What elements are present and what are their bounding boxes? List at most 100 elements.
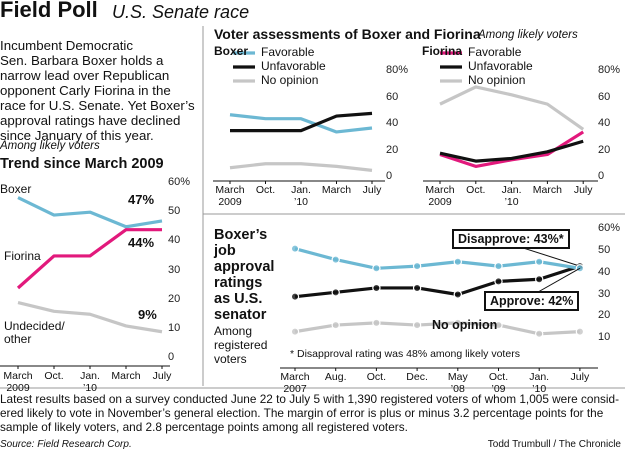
y-tick-label: 0 <box>386 170 393 182</box>
point <box>575 327 585 336</box>
point <box>331 320 340 330</box>
y-tick-label: 80% <box>598 64 621 76</box>
y-tick-label: 0 <box>598 170 605 182</box>
y-tick-label: 60% <box>598 222 621 234</box>
legend-label: No opinion <box>261 73 319 87</box>
y-tick-label: 10 <box>168 321 181 334</box>
x-tick-label: Oct. <box>466 184 486 196</box>
y-tick-label: 60% <box>168 176 191 188</box>
x-tick-label: Jan. ’10 <box>501 184 522 209</box>
x-tick-label: March <box>111 370 141 382</box>
y-tick-label: 40 <box>598 265 611 278</box>
chart-subtitle: Among likely voters <box>0 140 100 152</box>
x-tick-label: March 2009 <box>3 370 33 395</box>
x-tick-label: Oct. ’09 <box>488 371 509 396</box>
x-tick-label: March 2009 <box>215 184 245 209</box>
point <box>331 288 340 297</box>
point <box>412 320 422 330</box>
y-tick-label: 60 <box>386 90 399 103</box>
line-series <box>229 162 373 172</box>
point <box>331 255 340 264</box>
point <box>535 329 544 338</box>
point <box>453 257 462 266</box>
point <box>494 320 503 330</box>
x-tick-label: May ’08 <box>447 371 468 396</box>
y-tick-label: 50 <box>598 243 611 256</box>
line-series <box>294 264 581 299</box>
page-title: Field Poll <box>0 0 98 22</box>
x-tick-label: Aug. <box>324 371 347 383</box>
legend-label: Favorable <box>261 45 315 59</box>
x-tick-label: Jan. ’10 <box>80 370 100 395</box>
point <box>290 327 300 336</box>
y-tick-label: 0 <box>168 351 175 363</box>
data-label: 9% <box>138 306 157 322</box>
chart-title: Boxer <box>214 44 249 58</box>
x-tick-label: July <box>362 184 382 196</box>
legend-label: Favorable <box>468 45 522 59</box>
y-tick-label: 60 <box>598 90 611 103</box>
legend-label: No opinion <box>468 73 526 87</box>
chart-title: Trend since March 2009 <box>0 156 164 172</box>
series-label: Disapprove: 43%* <box>452 229 570 249</box>
line-series <box>439 85 585 131</box>
y-tick-label: 50 <box>168 205 181 218</box>
series-label: Boxer <box>0 182 32 196</box>
data-label: 44% <box>128 234 155 250</box>
x-tick-label: Jan. ’10 <box>529 371 550 396</box>
x-tick-label: July <box>152 370 172 382</box>
line-series <box>17 301 163 334</box>
point <box>372 264 381 273</box>
point <box>453 318 462 328</box>
page-subtitle: U.S. Senate race <box>112 2 250 22</box>
line-series <box>230 111 373 133</box>
y-tick-label: 40 <box>386 117 399 129</box>
x-tick-label: Jan. ’10 <box>291 184 311 209</box>
y-tick-label: 40 <box>598 117 611 129</box>
y-tick-label: 80% <box>386 64 409 76</box>
point <box>494 277 503 286</box>
point <box>372 318 381 328</box>
x-tick-label: July <box>570 371 590 383</box>
chart-title: Fiorina <box>422 44 463 58</box>
chart-title: Boxer’s job approval ratings as U.S. sen… <box>214 227 275 323</box>
point <box>494 261 503 271</box>
line-series <box>294 247 581 270</box>
y-tick-label: 20 <box>168 292 181 305</box>
x-tick-label: Oct. <box>44 370 64 382</box>
line-series <box>439 139 584 163</box>
x-tick-label: March <box>321 184 352 196</box>
point <box>372 283 381 293</box>
point <box>290 244 300 253</box>
x-tick-label: March <box>532 184 562 196</box>
intro: Incumbent Democratic Sen. Barbara Boxer … <box>0 38 195 143</box>
line-series <box>294 321 580 336</box>
y-tick-label: 30 <box>598 287 611 300</box>
group-subtitle: Among likely voters <box>478 29 578 41</box>
x-tick-label: March 2009 <box>425 184 455 209</box>
source: Source: Field Research Corp. <box>0 439 132 450</box>
y-tick-label: 40 <box>168 234 181 247</box>
point <box>535 257 544 266</box>
x-tick-label: Oct. <box>366 371 387 383</box>
y-tick-label: 10 <box>598 331 611 344</box>
point <box>535 275 544 284</box>
y-tick-label: 20 <box>386 143 399 156</box>
line-series <box>229 113 373 134</box>
footer-note: Latest results based on a survey conduct… <box>0 392 620 434</box>
y-tick-label: 30 <box>168 263 181 276</box>
x-tick-label: March 2007 <box>280 371 310 396</box>
group-title: Voter assessments of Boxer and Fiorina <box>214 26 481 42</box>
series-label: No opinion <box>432 318 498 332</box>
series-label: Fiorina <box>4 249 41 263</box>
point <box>453 290 462 299</box>
x-tick-label: July <box>573 184 593 196</box>
legend-label: Unfavorable <box>468 59 533 73</box>
line-series <box>17 196 163 229</box>
point <box>290 292 300 301</box>
chart-subtitle: Among registered voters <box>214 324 268 366</box>
point <box>412 283 422 293</box>
series-label: Approve: 42% <box>484 291 580 311</box>
